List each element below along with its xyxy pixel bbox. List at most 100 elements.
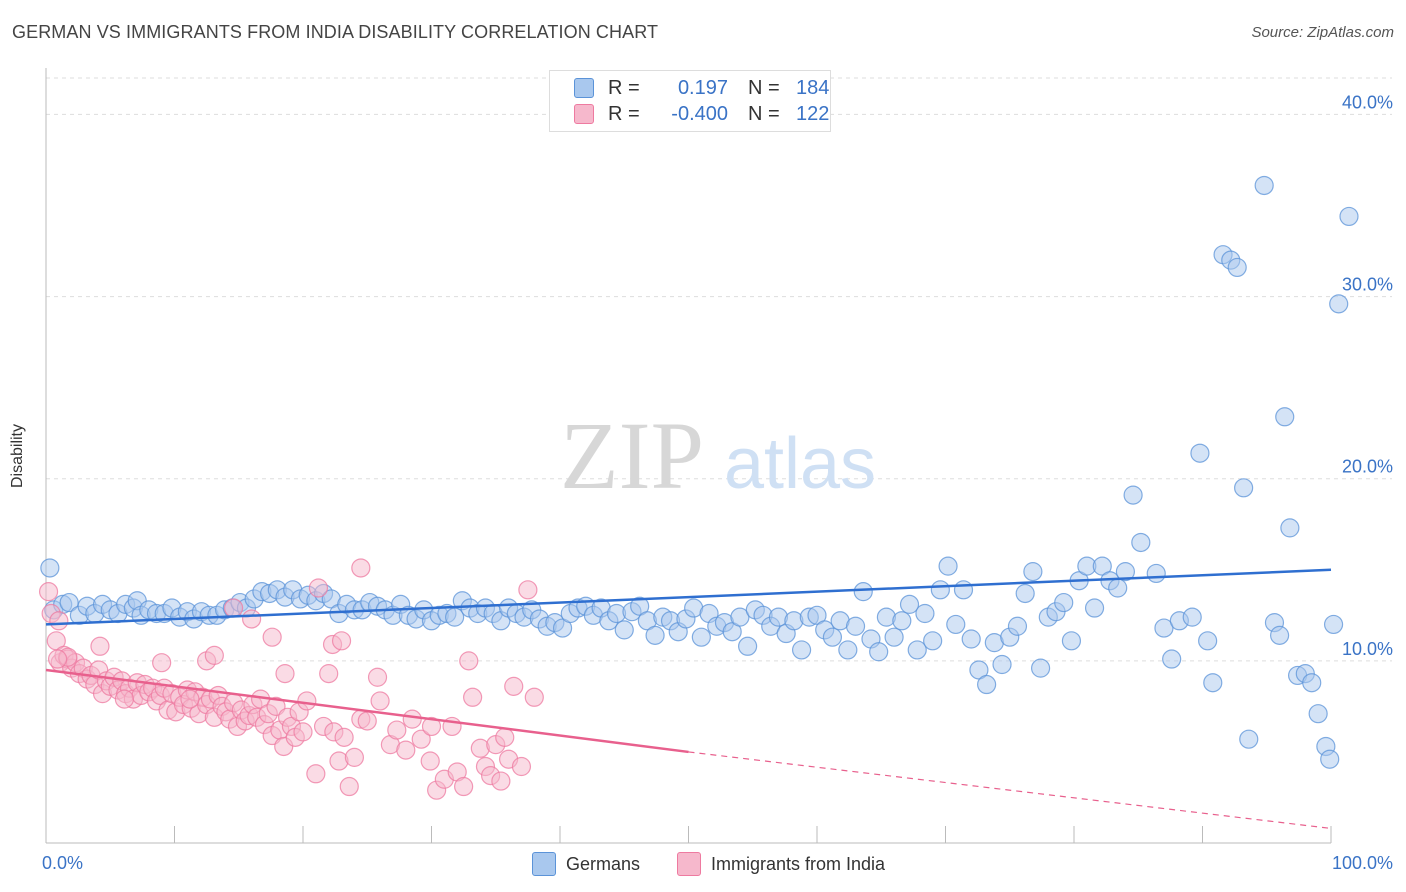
germans-point	[822, 627, 843, 647]
germans-swatch-icon	[574, 78, 594, 98]
india-point	[275, 664, 295, 684]
germans-point	[930, 580, 950, 600]
r-label: R =	[608, 76, 640, 99]
india-point	[367, 667, 388, 687]
germans-point	[1320, 749, 1340, 769]
germans-point	[1275, 407, 1295, 427]
india-point	[334, 727, 354, 747]
india-trend-line	[45, 668, 689, 754]
india-point	[114, 689, 134, 709]
india-point	[351, 558, 371, 578]
germans-point	[977, 674, 997, 695]
india-point	[49, 611, 69, 631]
germans-point	[1182, 607, 1202, 627]
germans-point	[946, 614, 966, 635]
germans-point	[1023, 562, 1043, 582]
x-tick-label-max: 100.0%	[1332, 853, 1393, 873]
germans-point	[1015, 583, 1035, 604]
germans-point	[1146, 563, 1166, 584]
germans-point	[1190, 443, 1210, 463]
germans-point	[1329, 294, 1349, 314]
n-value: 184	[796, 76, 830, 99]
axes	[45, 68, 1332, 844]
chart-title: GERMAN VS IMMIGRANTS FROM INDIA DISABILI…	[12, 22, 659, 42]
germans-point	[614, 620, 634, 640]
germans-point	[1339, 206, 1359, 227]
germans-point	[1131, 532, 1151, 553]
germans-point	[892, 611, 912, 631]
germans-point	[961, 629, 981, 649]
germans-point	[938, 556, 958, 576]
germans-point	[1203, 673, 1223, 693]
r-value: 0.197	[677, 76, 728, 99]
germans-point	[992, 654, 1012, 675]
legend-item-india[interactable]: Immigrants from India	[677, 851, 885, 877]
r-value: -0.400	[671, 102, 728, 125]
germans-point	[1198, 631, 1218, 651]
stats-row-germans: R = 0.197 N = 184	[574, 75, 829, 101]
india-point	[152, 653, 172, 673]
y-tick-label: 10.0%	[1342, 639, 1393, 659]
germans-point	[1234, 478, 1254, 498]
germans-point	[791, 640, 812, 660]
germans-point	[845, 616, 866, 636]
india-point	[357, 711, 377, 731]
germans-point	[1115, 562, 1136, 582]
grid-lines	[46, 77, 1392, 662]
stats-row-india: R = -0.400 N = 122	[574, 101, 829, 127]
germans-point	[1227, 257, 1247, 278]
germans-point	[1280, 518, 1300, 538]
india-point	[38, 582, 59, 602]
germans-point	[915, 603, 935, 624]
legend-item-germans[interactable]: Germans	[532, 851, 640, 877]
germans-point	[838, 640, 858, 660]
germans-point	[59, 592, 79, 613]
source-label: Source: ZipAtlas.com	[1251, 24, 1394, 41]
legend-label-germans: Germans	[566, 853, 641, 874]
india-point	[262, 627, 282, 647]
germans-point	[1007, 616, 1028, 636]
india-swatch-icon	[574, 104, 594, 124]
germans-point	[899, 594, 920, 614]
n-value: 122	[796, 102, 830, 125]
india-point	[463, 687, 483, 707]
india-point	[411, 729, 431, 749]
india-point	[504, 676, 524, 696]
germans-point	[1162, 649, 1182, 669]
india-point	[420, 751, 440, 771]
india-point	[90, 636, 110, 656]
germans-point	[1084, 598, 1105, 618]
india-point	[306, 764, 326, 784]
india-trend-extension	[688, 751, 1332, 830]
germans-point	[730, 607, 750, 627]
india-point	[180, 689, 200, 709]
germans-point	[691, 627, 711, 647]
n-label: N =	[748, 76, 780, 99]
germans-point	[853, 582, 873, 602]
watermark-atlas: atlas	[724, 424, 876, 504]
legend-label-india: Immigrants from India	[711, 853, 886, 874]
germans-point	[1323, 614, 1344, 635]
germans-point	[40, 558, 60, 578]
india-point	[293, 722, 313, 742]
india-point	[308, 578, 329, 598]
india-point	[524, 687, 544, 707]
india-point	[511, 756, 532, 777]
india-point	[242, 609, 262, 629]
y-tick-label: 30.0%	[1342, 275, 1393, 295]
germans-legend-swatch-icon	[532, 852, 556, 876]
germans-point	[1054, 592, 1074, 613]
india-point	[459, 651, 479, 671]
india-point	[454, 776, 474, 797]
germans-point	[953, 580, 974, 600]
germans-point	[1154, 618, 1174, 638]
india-point	[402, 709, 422, 729]
trend-lines	[45, 568, 1332, 830]
r-label: R =	[608, 102, 640, 125]
germans-point	[869, 642, 889, 662]
germans-point	[645, 625, 665, 645]
india-point	[297, 691, 317, 711]
germans-point	[1239, 729, 1259, 749]
watermark-zip: ZIP	[560, 402, 704, 509]
